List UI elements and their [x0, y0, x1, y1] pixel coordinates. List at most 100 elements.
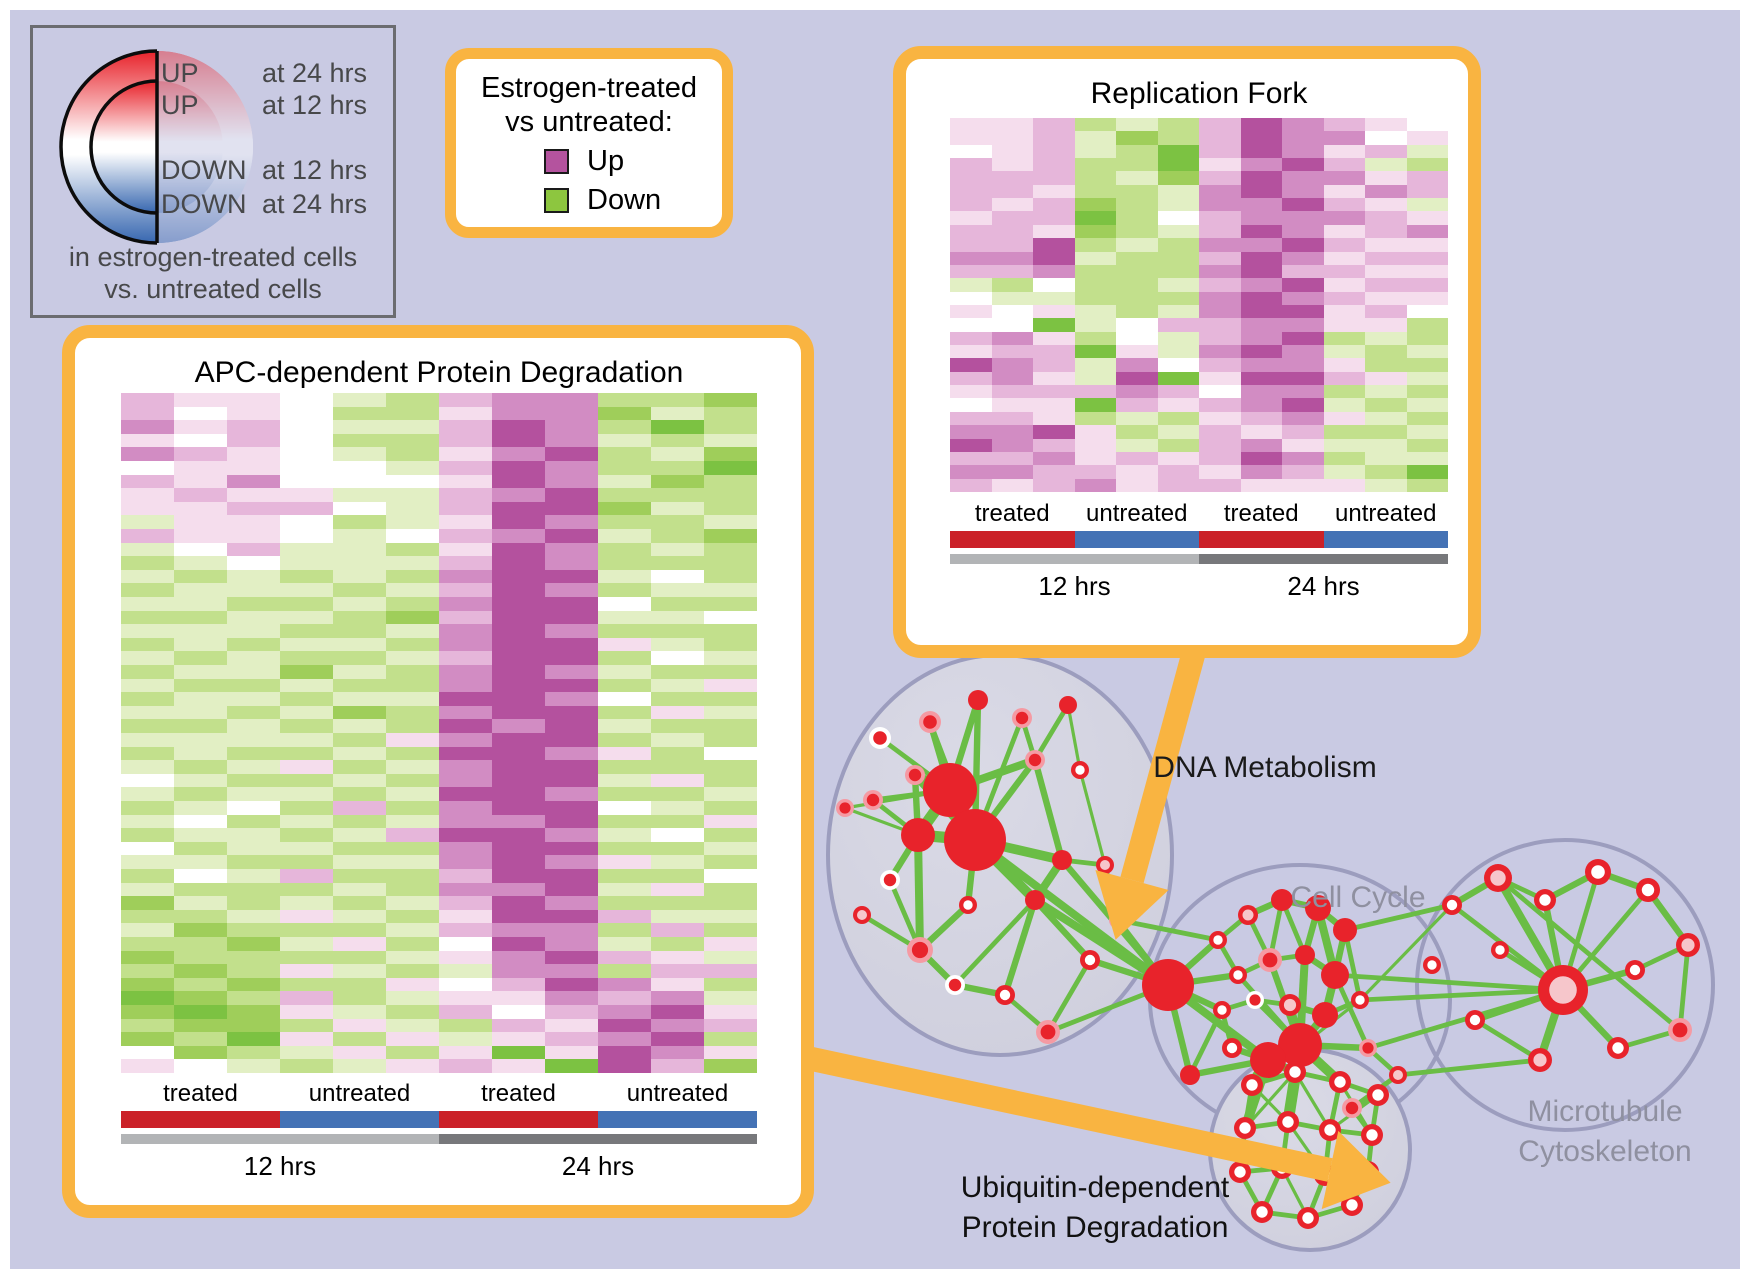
heatmap-cell [704, 991, 757, 1005]
heatmap-cell [121, 814, 174, 829]
heatmap-cell [386, 692, 439, 706]
heatmap-cell [1323, 358, 1365, 372]
heatmap-cell [950, 118, 992, 132]
heatmap-cell [439, 651, 492, 665]
heatmap-cell [991, 198, 1033, 212]
heatmap-cell [1157, 158, 1199, 172]
heatmap-cell [545, 773, 598, 788]
heatmap-cell [1157, 291, 1199, 305]
microtubule-cytoskeleton-label: Microtubule Cytoskeleton [1518, 1095, 1692, 1168]
heatmap-cell [1282, 478, 1324, 492]
heatmap-cell [991, 358, 1033, 372]
heatmap-cell [1240, 451, 1282, 466]
heatmap-cell [1199, 451, 1241, 466]
heatmap-cell [545, 488, 598, 502]
heatmap-cell [1282, 211, 1324, 225]
heatmap-cell [950, 478, 992, 492]
apc-time-bar [121, 1134, 757, 1144]
heatmap-cell [174, 760, 227, 774]
heatmap-cell [333, 420, 386, 434]
heatmap-cell [651, 624, 704, 638]
heatmap-cell [492, 869, 545, 883]
heatmap-cell [1033, 465, 1075, 479]
network-node-core [1256, 1206, 1268, 1218]
heatmap-cell [227, 828, 280, 842]
heatmap-cell [333, 1032, 386, 1046]
heatmap-cell [174, 501, 227, 516]
heatmap-cell [704, 760, 757, 774]
heatmap-cell [386, 841, 439, 856]
network-node-core [1075, 765, 1085, 775]
heatmap-cell [439, 814, 492, 829]
heatmap-cell [704, 461, 757, 475]
heatmap-cell [991, 345, 1033, 359]
rf-treated-12-label: treated [974, 500, 1050, 527]
cluster-circle [1415, 838, 1715, 1132]
heatmap-cell [121, 624, 174, 638]
heatmap-cell [598, 923, 651, 937]
heatmap-cell [991, 264, 1033, 279]
heatmap-cell [704, 406, 757, 421]
heatmap-cell [492, 882, 545, 897]
heatmap-cell [1323, 118, 1365, 132]
heatmap-cell [598, 937, 651, 951]
apc-treated-24-label: treated [481, 1080, 556, 1107]
heatmap-cell [1033, 278, 1075, 292]
heatmap-cell [950, 318, 992, 332]
heatmap-cell [174, 474, 227, 489]
heatmap-cell [386, 1059, 439, 1073]
heatmap-cell [227, 855, 280, 869]
heatmap-cell [386, 1005, 439, 1019]
heatmap-cell [174, 433, 227, 448]
heatmap-cell [598, 447, 651, 461]
heatmap-cell [651, 461, 704, 475]
heatmap-cell [280, 1045, 333, 1060]
network-node-core [873, 731, 887, 745]
heatmap-cell [1240, 345, 1282, 359]
heatmap-cell [174, 488, 227, 502]
heatmap-cell [492, 841, 545, 856]
heatmap-cell [651, 964, 704, 978]
network-node [923, 763, 977, 817]
heatmap-cell [704, 896, 757, 910]
heatmap-cell [545, 787, 598, 801]
heatmap-cell [121, 501, 174, 516]
heatmap-cell [1240, 238, 1282, 252]
heatmap-cell [598, 828, 651, 842]
heatmap-cell [280, 882, 333, 897]
legend-row-up12: UP at 12 hrs [161, 90, 367, 121]
heatmap-cell [545, 501, 598, 516]
network-edge [1032, 896, 1171, 989]
heatmap-cell [280, 678, 333, 693]
heatmap-cell [1033, 264, 1075, 279]
heatmap-cell [174, 597, 227, 611]
heatmap-cell [439, 529, 492, 543]
heatmap-cell [174, 733, 227, 747]
heatmap-cell [439, 828, 492, 842]
heatmap-cell [439, 501, 492, 516]
heatmap-cell [1116, 385, 1158, 399]
network-node-core [1040, 1024, 1056, 1040]
heatmap-cell [950, 451, 992, 466]
heatmap-cell [1282, 371, 1324, 386]
network-node-core [1372, 1089, 1384, 1101]
heatmap-cell [492, 733, 545, 747]
heatmap-cell [1157, 318, 1199, 332]
heatmap-cell [1157, 238, 1199, 252]
heatmap-cell [950, 224, 992, 239]
heatmap-cell [227, 556, 280, 570]
heatmap-cell [545, 433, 598, 448]
heatmap-cell [439, 991, 492, 1005]
heatmap-cell [651, 393, 704, 407]
heatmap-cell [333, 733, 386, 747]
heatmap-cell [386, 488, 439, 502]
heatmap-cell [492, 814, 545, 829]
heatmap-cell [1157, 144, 1199, 159]
heatmap-cell [333, 923, 386, 937]
heatmap-cell [704, 977, 757, 992]
heatmap-cell [174, 964, 227, 978]
heatmap-cell [950, 291, 992, 305]
heatmap-cell [492, 787, 545, 801]
heatmap-cell [1406, 131, 1448, 145]
heatmap-cell [1199, 251, 1241, 265]
